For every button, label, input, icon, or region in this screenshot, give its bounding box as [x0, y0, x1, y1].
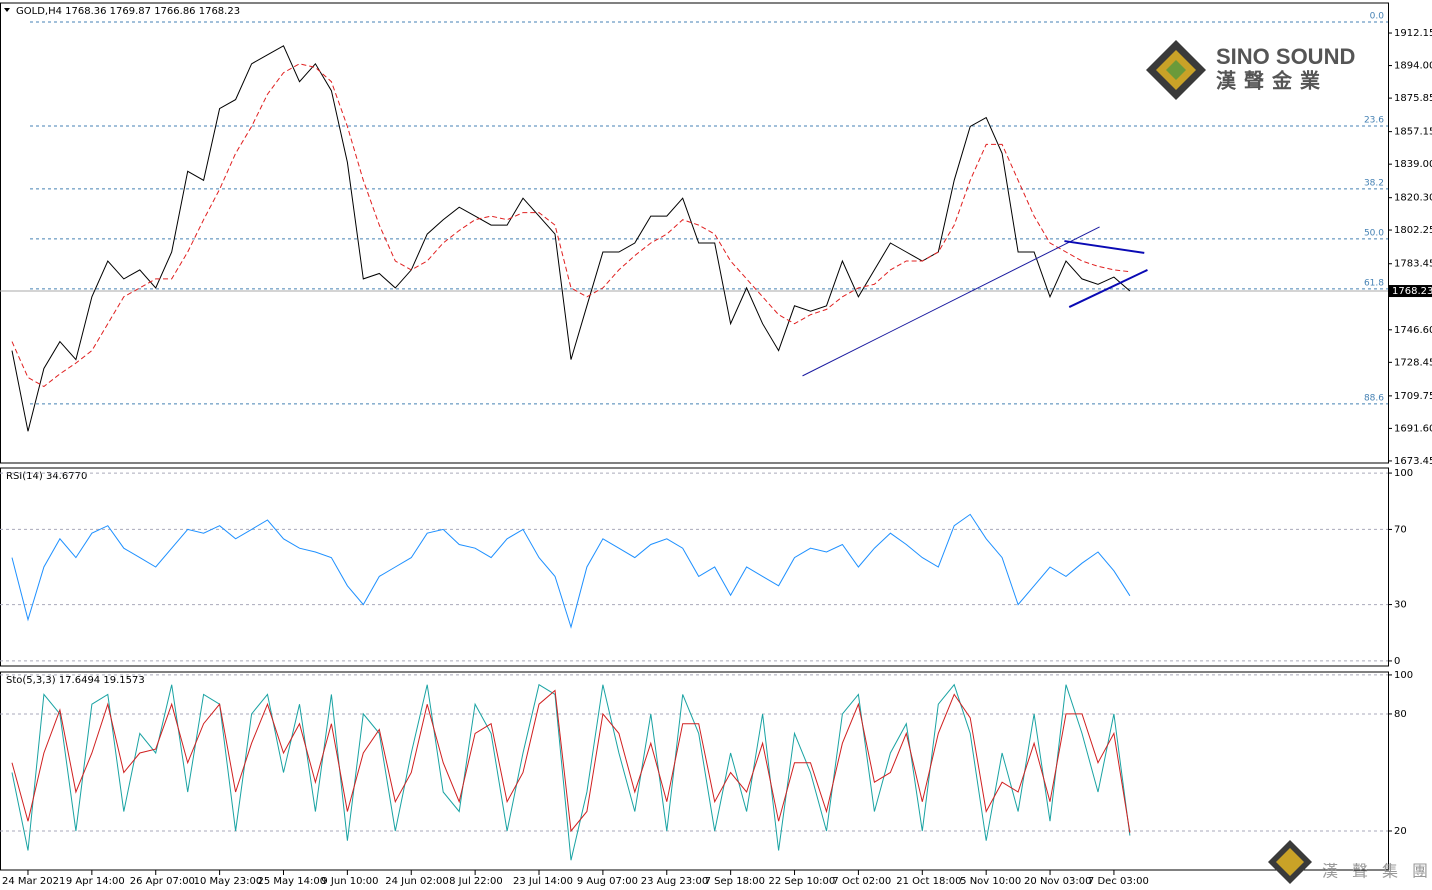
- y-tick-label: 1820.30: [1394, 193, 1432, 204]
- trendline: [1064, 240, 1145, 254]
- panel-title: Sto(5,3,3) 17.6494 19.1573: [6, 675, 145, 686]
- y-tick-label: 1912.15: [1394, 28, 1432, 39]
- logo-chinese: 漢聲金業: [1216, 69, 1328, 93]
- fib-label: 88.6: [1364, 393, 1384, 403]
- x-tick-label: 21 Oct 18:00: [896, 876, 961, 887]
- y-tick-label: 1839.00: [1394, 159, 1432, 170]
- y-tick-label: 100: [1394, 468, 1413, 479]
- trendline: [802, 226, 1100, 377]
- logo-footer: 漢聲集團: [1322, 862, 1432, 881]
- y-tick-label: 1673.45: [1394, 456, 1432, 467]
- fib-label: 38.2: [1364, 178, 1384, 188]
- x-tick-label: 10 May 23:00: [194, 876, 263, 887]
- panel-title: GOLD,H4 1768.36 1769.87 1766.86 1768.23: [16, 6, 240, 17]
- y-tick-label: 20: [1394, 826, 1407, 837]
- last-price-box: [1389, 285, 1432, 298]
- last-price-label: 1768.23: [1392, 286, 1432, 297]
- y-tick-label: 70: [1394, 524, 1407, 535]
- x-tick-label: 9 Aug 07:00: [577, 876, 638, 887]
- panel-frame: [0, 671, 1389, 871]
- y-tick-label: 100: [1394, 670, 1413, 681]
- logo-mark: [1166, 60, 1186, 80]
- x-tick-label: 24 Mar 2021: [2, 876, 65, 887]
- fib-label: 50.0: [1364, 228, 1384, 238]
- series-line: [11, 513, 1131, 629]
- y-tick-label: 1746.60: [1394, 325, 1432, 336]
- x-tick-label: 7 Dec 03:00: [1088, 876, 1149, 887]
- trendline: [1068, 269, 1148, 308]
- x-tick-label: 7 Oct 02:00: [832, 876, 891, 887]
- panel-title: RSI(14) 34.6770: [6, 471, 87, 482]
- fib-label: 61.8: [1364, 278, 1384, 288]
- y-tick-label: 0: [1394, 656, 1400, 667]
- logo-mark: [1276, 848, 1304, 876]
- x-tick-label: 22 Sep 10:00: [769, 876, 836, 887]
- y-tick-label: 80: [1394, 709, 1407, 720]
- panel-frame: [0, 2, 1389, 464]
- y-tick-label: 1691.60: [1394, 423, 1432, 434]
- fib-label: 0.0: [1370, 12, 1385, 22]
- y-tick-label: 30: [1394, 600, 1407, 611]
- y-tick-label: 1894.00: [1394, 61, 1432, 72]
- y-tick-label: 1857.15: [1394, 127, 1432, 138]
- fib-label: 23.6: [1364, 115, 1384, 125]
- x-tick-label: 23 Aug 23:00: [641, 876, 708, 887]
- x-tick-label: 25 May 14:00: [257, 876, 326, 887]
- y-tick-label: 1728.45: [1394, 357, 1432, 368]
- series-line: [11, 689, 1131, 833]
- series-line: [11, 45, 1131, 432]
- symbol-arrow: [4, 8, 10, 12]
- y-tick-label: 1783.45: [1394, 259, 1432, 270]
- x-tick-label: 5 Nov 10:00: [960, 876, 1021, 887]
- x-tick-label: 9 Jun 10:00: [321, 876, 378, 887]
- logo: SINO SOUND 漢聲金業 漢聲集團: [1146, 40, 1432, 884]
- panel-frame: [0, 467, 1389, 667]
- logo-brand: SINO SOUND: [1216, 44, 1355, 69]
- x-tick-label: 24 Jun 02:00: [385, 876, 449, 887]
- y-tick-label: 1802.25: [1394, 225, 1432, 236]
- x-tick-label: 9 Apr 14:00: [66, 876, 125, 887]
- x-tick-label: 8 Jul 22:00: [449, 876, 503, 887]
- y-tick-label: 1875.85: [1394, 93, 1432, 104]
- series-line: [11, 63, 1130, 388]
- series-line: [11, 683, 1131, 861]
- y-tick-label: 1709.75: [1394, 391, 1432, 402]
- x-tick-label: 26 Apr 07:00: [130, 876, 195, 887]
- x-tick-label: 23 Jul 14:00: [513, 876, 573, 887]
- x-tick-label: 20 Nov 03:00: [1024, 876, 1091, 887]
- x-tick-label: 7 Sep 18:00: [705, 876, 765, 887]
